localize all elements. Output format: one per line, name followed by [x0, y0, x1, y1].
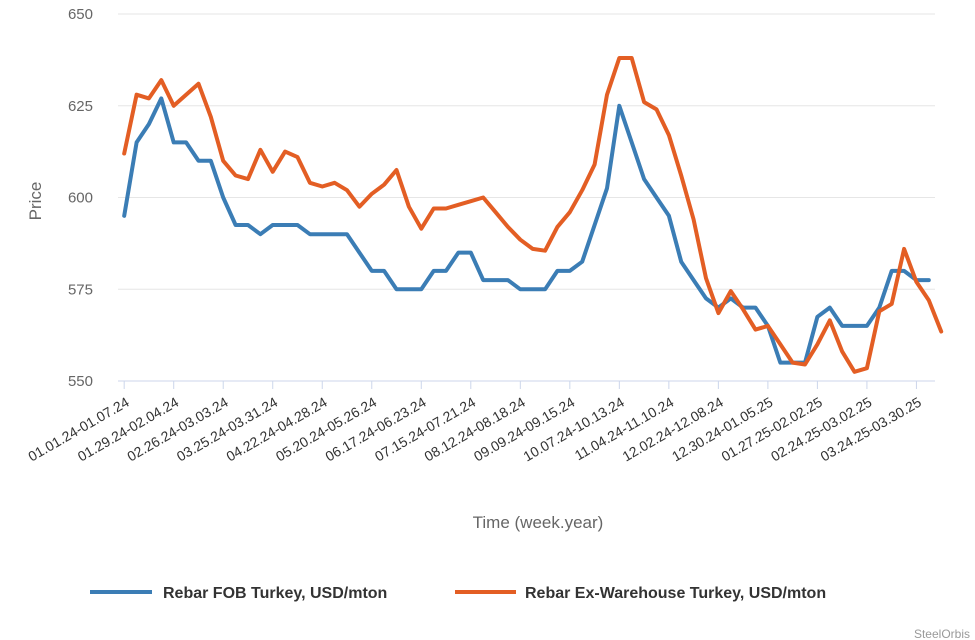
legend-item-fob[interactable]: Rebar FOB Turkey, USD/mton — [90, 585, 387, 602]
y-axis-title: Price — [26, 182, 45, 221]
series-line-ex-warehouse[interactable] — [122, 56, 944, 374]
y-tick-label: 575 — [68, 281, 93, 298]
series-lines — [122, 56, 944, 374]
legend-label-fob: Rebar FOB Turkey, USD/mton — [163, 585, 387, 602]
legend-label-ex-warehouse: Rebar Ex-Warehouse Turkey, USD/mton — [525, 585, 826, 602]
y-tick-label: 550 — [68, 373, 93, 390]
y-tick-label: 625 — [68, 98, 93, 115]
legend: Rebar FOB Turkey, USD/mton Rebar Ex-Ware… — [90, 585, 826, 602]
y-tick-label: 600 — [68, 190, 93, 207]
gridlines — [118, 13, 935, 382]
watermark[interactable]: SteelOrbis — [914, 627, 970, 640]
x-axis-title: Time (week.year) — [473, 513, 604, 532]
legend-item-ex-warehouse[interactable]: Rebar Ex-Warehouse Turkey, USD/mton — [455, 585, 826, 602]
y-tick-label: 650 — [68, 6, 93, 23]
y-axis-ticks: 550 575 600 625 650 — [68, 6, 93, 390]
series-line-fob[interactable] — [122, 96, 931, 365]
x-axis-ticks: 01.01.24-01.07.2401.29.24-02.04.2402.26.… — [25, 381, 924, 464]
